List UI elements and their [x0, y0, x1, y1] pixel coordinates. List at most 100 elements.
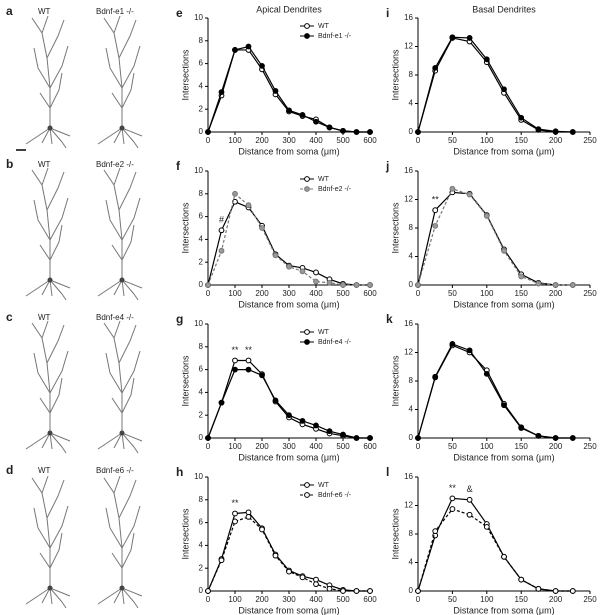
data-point — [313, 278, 319, 285]
data-point — [205, 129, 211, 135]
y-tick-label: 2 — [199, 563, 204, 572]
y-tick-label: 10 — [194, 472, 203, 481]
x-tick-label: 100 — [228, 442, 242, 451]
series-line — [417, 497, 573, 592]
data-point — [569, 282, 576, 288]
data-point — [326, 279, 333, 286]
panel-letter: b — [6, 157, 13, 171]
y-tick-label: 16 — [404, 166, 413, 175]
y-axis-label: Intersections — [390, 355, 400, 407]
x-tick-label: 400 — [309, 442, 323, 451]
panel-letter: l — [386, 465, 389, 479]
annotation: & — [467, 484, 473, 494]
panel-letter: f — [176, 159, 181, 173]
data-point — [466, 35, 473, 41]
y-tick-label: 16 — [404, 13, 413, 22]
data-point — [501, 553, 507, 560]
neuron-drawing — [25, 475, 71, 609]
panel-title: Apical Dendrites — [256, 4, 322, 14]
panel-letter: g — [176, 312, 183, 326]
x-tick-label: 0 — [206, 442, 211, 451]
series-line — [417, 37, 573, 133]
data-point — [483, 523, 490, 530]
data-point — [259, 526, 265, 533]
data-point — [501, 402, 507, 409]
legend-marker — [304, 33, 310, 39]
x-tick-label: 200 — [255, 595, 269, 604]
y-tick-label: 4 — [199, 82, 204, 91]
data-point — [518, 273, 525, 280]
y-tick-label: 0 — [409, 586, 414, 595]
x-tick-label: 50 — [448, 595, 457, 604]
x-axis-label: Distance from soma (μm) — [238, 299, 339, 309]
series-line — [417, 191, 573, 286]
data-point — [518, 576, 525, 583]
y-tick-label: 12 — [404, 348, 413, 357]
x-tick-label: 0 — [416, 595, 421, 604]
neuron-drawing — [25, 320, 71, 454]
y-tick-label: 4 — [199, 541, 204, 550]
legend-marker — [304, 492, 310, 498]
y-tick-label: 8 — [409, 529, 414, 538]
series-line — [207, 511, 370, 592]
data-point — [415, 129, 421, 135]
data-point — [353, 282, 360, 288]
y-tick-label: 4 — [409, 558, 414, 567]
x-tick-label: 250 — [583, 595, 597, 604]
data-point — [232, 190, 238, 197]
data-point — [552, 435, 559, 441]
data-point — [299, 418, 306, 424]
y-tick-label: 8 — [199, 495, 204, 504]
data-point — [569, 129, 576, 135]
y-tick-label: 0 — [409, 433, 414, 442]
data-point — [313, 269, 319, 276]
y-axis-label: Intersections — [390, 202, 400, 254]
x-tick-label: 400 — [309, 136, 323, 145]
y-tick-label: 12 — [404, 501, 413, 510]
series-line — [207, 192, 370, 286]
y-tick-label: 2 — [199, 410, 204, 419]
data-point — [313, 422, 319, 429]
x-tick-label: 150 — [515, 595, 529, 604]
data-point — [259, 225, 265, 231]
data-point — [353, 435, 360, 441]
y-axis-label: Intersections — [180, 202, 190, 254]
legend-label: WT — [318, 482, 330, 489]
data-point — [535, 126, 542, 133]
y-tick-label: 10 — [194, 13, 203, 22]
series-line — [417, 508, 573, 592]
legend-marker — [304, 482, 310, 488]
data-point — [245, 366, 252, 373]
legend-label: WT — [318, 23, 330, 30]
y-tick-label: 2 — [199, 257, 204, 266]
series-line — [207, 516, 370, 592]
x-tick-label: 600 — [363, 136, 377, 145]
data-point — [415, 435, 421, 441]
x-tick-label: 150 — [515, 289, 529, 298]
data-point — [415, 588, 421, 594]
x-tick-label: 0 — [206, 595, 211, 604]
data-point — [218, 89, 225, 95]
panel-letter: c — [6, 310, 13, 324]
y-tick-label: 0 — [199, 433, 204, 442]
y-tick-label: 8 — [199, 36, 204, 45]
y-tick-label: 0 — [199, 280, 204, 289]
data-point — [466, 191, 473, 198]
panel-letter: i — [386, 6, 389, 20]
x-axis-label: Distance from soma (μm) — [238, 605, 339, 615]
annotation: ** — [432, 195, 440, 205]
y-tick-label: 8 — [409, 223, 414, 232]
data-point — [552, 128, 559, 135]
x-tick-label: 200 — [549, 136, 563, 145]
neuron-drawing — [25, 15, 71, 149]
data-point — [535, 280, 542, 287]
data-point — [340, 588, 346, 594]
data-point — [432, 373, 439, 380]
data-point — [415, 282, 421, 288]
data-point — [232, 366, 238, 373]
genotype-label: Bdnf-e6 -/- — [96, 466, 134, 475]
x-tick-label: 150 — [515, 442, 529, 451]
y-tick-label: 4 — [409, 405, 414, 414]
y-axis-label: Intersections — [390, 49, 400, 101]
